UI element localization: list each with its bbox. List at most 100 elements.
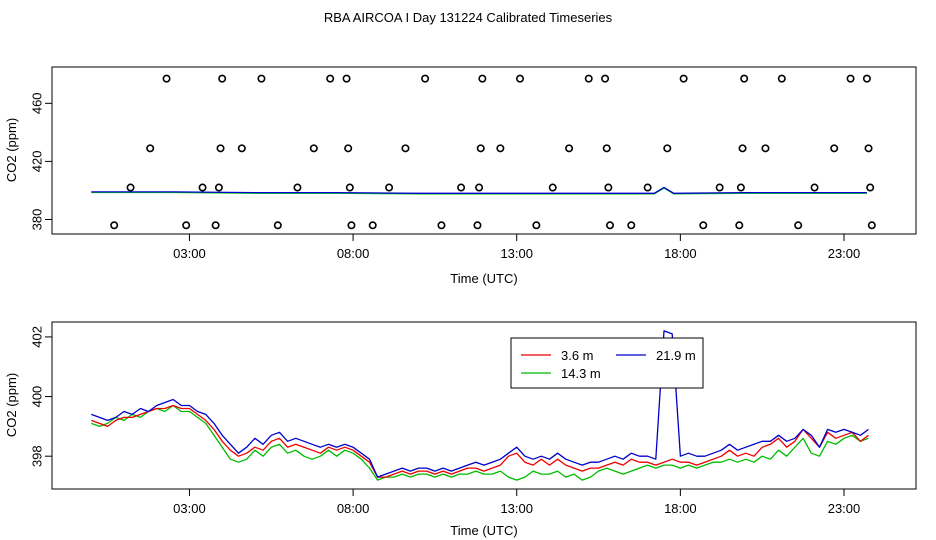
scatter-point [548, 183, 557, 192]
line-y-axis: 398 400 402 [29, 326, 52, 467]
scatter-point [584, 74, 593, 83]
scatter-point [345, 183, 354, 192]
scatter-point [740, 74, 749, 83]
scatter-x-axis: 03:00 08:00 13:00 18:00 23:00 [173, 234, 860, 261]
scatter-panel: 03:00 08:00 13:00 18:00 23:00 380 420 460 Time… [4, 66, 917, 286]
scatter-point [237, 144, 246, 153]
scatter-point [342, 74, 351, 83]
scatter-point [663, 144, 672, 153]
scatter-point [344, 144, 353, 153]
scatter-point [257, 74, 266, 83]
scatter-x-tick-label: 13:00 [500, 246, 533, 261]
scatter-point [401, 144, 410, 153]
scatter-point [214, 183, 223, 192]
scatter-point [715, 183, 724, 192]
scatter-y-tick-label: 420 [29, 151, 44, 173]
scatter-point [699, 221, 708, 230]
scatter-point [738, 144, 747, 153]
scatter-point [368, 221, 377, 230]
line-panel: 03:00 08:00 13:00 18:00 23:00 398 400 402 3.6 … [4, 321, 917, 538]
scatter-point [476, 144, 485, 153]
chart-title: RBA AIRCOA I Day 131224 Calibrated Times… [324, 10, 613, 25]
scatter-point [198, 183, 207, 192]
line-x-tick-label: 13:00 [500, 501, 533, 516]
scatter-x-tick-label: 18:00 [664, 246, 697, 261]
scatter-point [736, 183, 745, 192]
line-x-tick-label: 08:00 [337, 501, 370, 516]
scatter-x-tick-label: 23:00 [828, 246, 861, 261]
scatter-point [347, 221, 356, 230]
line-x-axis: 03:00 08:00 13:00 18:00 23:00 [173, 489, 860, 516]
scatter-point [326, 74, 335, 83]
line-y-axis-title: CO2 (ppm) [4, 373, 19, 437]
scatter-x-tick-label: 03:00 [173, 246, 206, 261]
legend: 3.6 m 14.3 m 21.9 m [510, 337, 704, 389]
scatter-point [565, 144, 574, 153]
scatter-point [146, 144, 155, 153]
scatter-point [478, 74, 487, 83]
scatter-series-line [91, 186, 867, 194]
line-series-21-9-m [91, 330, 869, 478]
scatter-plot-frame [51, 66, 917, 235]
scatter-point [604, 183, 613, 192]
scatter-point [643, 183, 652, 192]
scatter-y-tick-label: 380 [29, 209, 44, 231]
scatter-point [437, 221, 446, 230]
line-y-tick-label: 400 [29, 386, 44, 408]
scatter-x-tick-label: 08:00 [337, 246, 370, 261]
scatter-point [457, 183, 466, 192]
legend-label-21-9m: 21.9 m [656, 348, 696, 363]
scatter-point [293, 183, 302, 192]
line-x-tick-label: 23:00 [828, 501, 861, 516]
scatter-point [602, 144, 611, 153]
scatter-point [862, 74, 871, 83]
scatter-point [867, 221, 876, 230]
legend-label-14-3m: 14.3 m [561, 366, 601, 381]
scatter-point [126, 183, 135, 192]
line-series-group [91, 330, 869, 481]
scatter-point [864, 144, 873, 153]
line-x-axis-title: Time (UTC) [450, 523, 517, 538]
scatter-point [475, 183, 484, 192]
line-x-tick-label: 03:00 [173, 501, 206, 516]
scatter-point [532, 221, 541, 230]
scatter-y-axis-title: CO2 (ppm) [4, 118, 19, 182]
scatter-point [110, 221, 119, 230]
line-x-tick-label: 18:00 [664, 501, 697, 516]
scatter-y-axis: 380 420 460 [29, 92, 52, 230]
scatter-point [211, 221, 220, 230]
scatter-point [515, 74, 524, 83]
line-plot-frame [51, 321, 917, 490]
scatter-point [679, 74, 688, 83]
scatter-point [182, 221, 191, 230]
scatter-x-axis-title: Time (UTC) [450, 271, 517, 286]
scatter-point [216, 144, 225, 153]
scatter-point [309, 144, 318, 153]
scatter-point [830, 144, 839, 153]
line-y-tick-label: 398 [29, 445, 44, 467]
scatter-point [218, 74, 227, 83]
scatter-point [735, 221, 744, 230]
scatter-point [761, 144, 770, 153]
scatter-point [866, 183, 875, 192]
scatter-y-tick-label: 460 [29, 92, 44, 114]
scatter-point [846, 74, 855, 83]
scatter-point [810, 183, 819, 192]
scatter-points [110, 74, 876, 230]
line-y-tick-label: 402 [29, 326, 44, 348]
scatter-point [627, 221, 636, 230]
legend-box [510, 337, 704, 389]
scatter-point [601, 74, 610, 83]
scatter-point [421, 74, 430, 83]
scatter-series-lines [91, 186, 867, 195]
scatter-point [794, 221, 803, 230]
scatter-point [777, 74, 786, 83]
scatter-point [273, 221, 282, 230]
scatter-point [385, 183, 394, 192]
scatter-point [605, 221, 614, 230]
scatter-point [473, 221, 482, 230]
legend-label-3-6m: 3.6 m [561, 348, 594, 363]
line-series-14-3-m [91, 404, 869, 481]
scatter-point [496, 144, 505, 153]
